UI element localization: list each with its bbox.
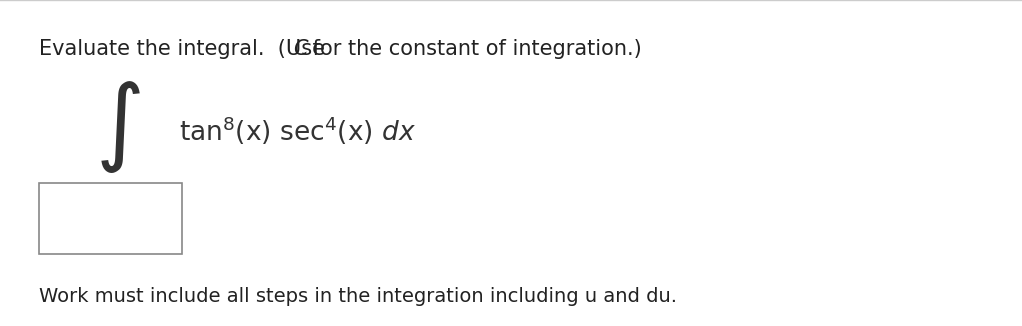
Text: $\int$: $\int$ bbox=[95, 79, 140, 175]
Text: C: C bbox=[293, 39, 308, 59]
Text: for the constant of integration.): for the constant of integration.) bbox=[306, 39, 642, 59]
FancyBboxPatch shape bbox=[39, 183, 182, 254]
Text: Evaluate the integral.  (Use: Evaluate the integral. (Use bbox=[39, 39, 331, 59]
Text: $\mathrm{tan}^{8}\mathrm{(x)\ sec}^{4}\mathrm{(x)\ }dx$: $\mathrm{tan}^{8}\mathrm{(x)\ sec}^{4}\m… bbox=[179, 114, 416, 147]
Text: Work must include all steps in the integration including u and du.: Work must include all steps in the integ… bbox=[39, 288, 677, 306]
